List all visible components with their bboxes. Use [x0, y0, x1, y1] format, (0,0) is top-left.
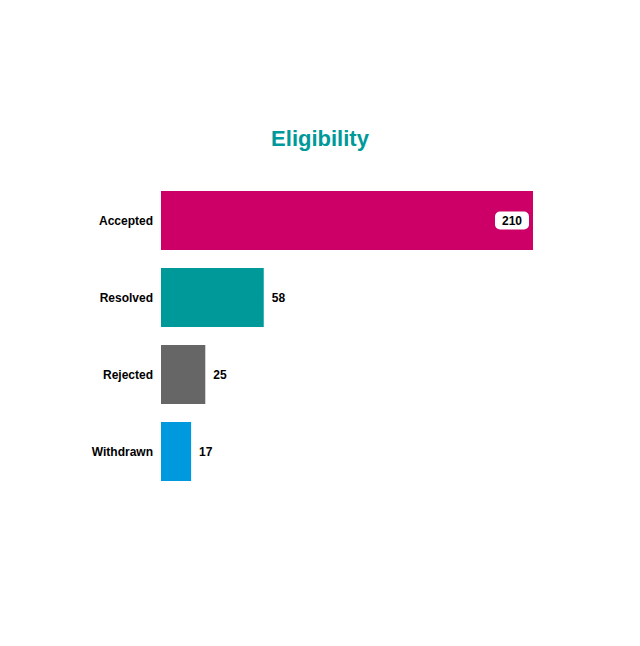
svg-text:17: 17 — [199, 445, 213, 459]
svg-text:Withdrawn: Withdrawn — [92, 445, 153, 459]
svg-text:58: 58 — [272, 291, 286, 305]
svg-text:Accepted: Accepted — [99, 214, 153, 228]
html-text:Eligibility: Eligibility — [271, 126, 369, 151]
svg-text:210: 210 — [502, 214, 522, 228]
svg-text:Rejected: Rejected — [103, 368, 153, 382]
svg-text:25: 25 — [213, 368, 227, 382]
svg-text:Resolved: Resolved — [100, 291, 153, 305]
